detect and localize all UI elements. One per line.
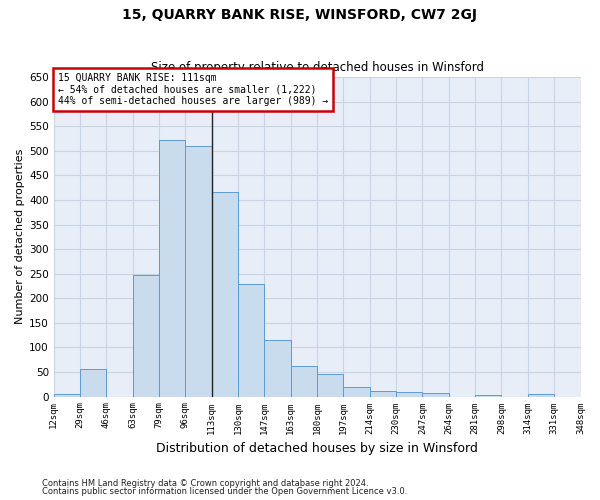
Bar [133, 274, 159, 396]
Y-axis label: Number of detached properties: Number of detached properties [15, 149, 25, 324]
X-axis label: Distribution of detached houses by size in Winsford: Distribution of detached houses by size … [156, 442, 478, 455]
Bar [396, 392, 422, 396]
Bar [185, 146, 212, 397]
Text: Contains public sector information licensed under the Open Government Licence v3: Contains public sector information licen… [42, 487, 407, 496]
Bar [528, 394, 554, 396]
Bar [238, 284, 265, 397]
Bar [80, 368, 106, 396]
Bar [422, 392, 449, 396]
Text: 15, QUARRY BANK RISE, WINSFORD, CW7 2GJ: 15, QUARRY BANK RISE, WINSFORD, CW7 2GJ [122, 8, 478, 22]
Bar [54, 394, 80, 396]
Text: 15 QUARRY BANK RISE: 111sqm
← 54% of detached houses are smaller (1,222)
44% of : 15 QUARRY BANK RISE: 111sqm ← 54% of det… [58, 72, 328, 106]
Bar [212, 192, 238, 396]
Bar [370, 390, 396, 396]
Bar [343, 386, 370, 396]
Bar [159, 140, 185, 396]
Text: Contains HM Land Registry data © Crown copyright and database right 2024.: Contains HM Land Registry data © Crown c… [42, 478, 368, 488]
Bar [291, 366, 317, 396]
Title: Size of property relative to detached houses in Winsford: Size of property relative to detached ho… [151, 62, 484, 74]
Bar [317, 374, 343, 396]
Bar [475, 394, 502, 396]
Bar [265, 340, 291, 396]
